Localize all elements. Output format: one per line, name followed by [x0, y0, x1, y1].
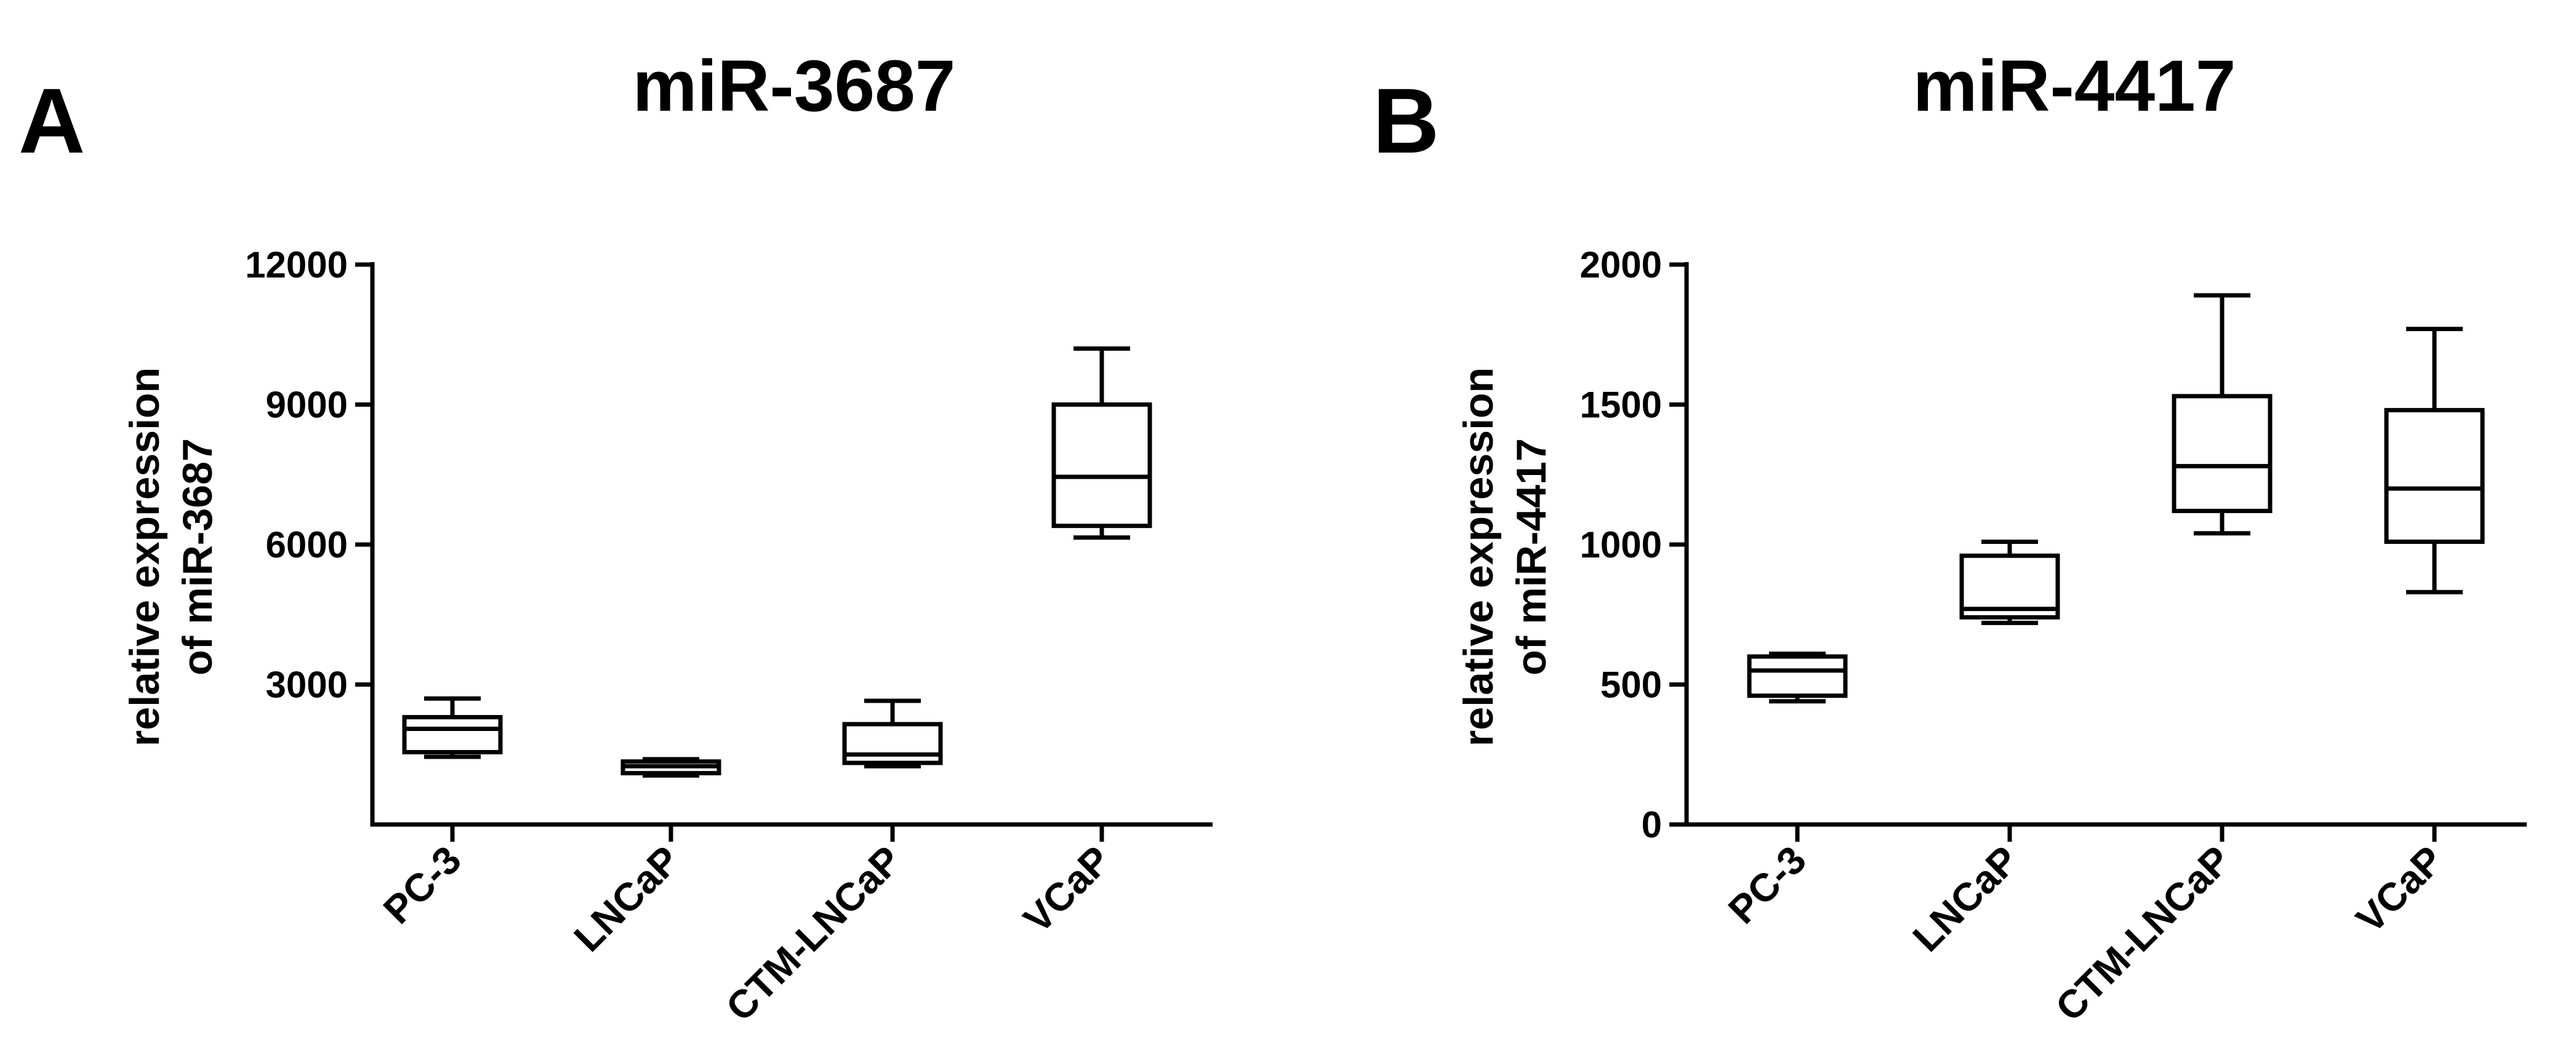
box-ctm-lncap	[2172, 293, 2273, 536]
y-tick-label: 500	[1600, 665, 1662, 706]
x-category-label: CTM-LNCaP	[2047, 837, 2239, 1029]
chart-panel-b: B miR-4417 relative expression of miR-44…	[1373, 46, 2527, 1029]
x-category-label: CTM-LNCaP	[718, 837, 910, 1029]
y-tick-label: 6000	[266, 524, 348, 565]
panel-letter-a: A	[18, 69, 85, 172]
x-category-label: LNCaP	[566, 837, 688, 960]
y-axis-label-a-line2: of miR-3687	[174, 438, 221, 675]
plot-area-b: 0 500 1000 1500 2000 PC-3 LNCaP CTM-LNCaP VCaP	[1580, 244, 2527, 1029]
box-ctm-lncap	[842, 698, 943, 769]
y-tick-label: 12000	[245, 244, 348, 285]
box-pc-3	[402, 696, 503, 759]
y-tick-label: 2000	[1580, 244, 1662, 285]
y-tick-label: 9000	[266, 385, 348, 426]
iqr-box	[1747, 654, 1848, 698]
x-category-label: PC-3	[1720, 837, 1815, 932]
y-tick-label: 1000	[1580, 524, 1662, 565]
iqr-box	[402, 715, 503, 754]
chart-panel-a: A miR-3687 relative expression of miR-36…	[18, 46, 1213, 1029]
plot-area-a: 3000 6000 9000 12000 PC-3 LNCaP CTM-LNCaP VCaP	[245, 244, 1213, 1029]
y-tick-label: 0	[1642, 804, 1662, 845]
x-category-label: VCaP	[1015, 837, 1119, 941]
y-axis-label-a-line1: relative expression	[121, 367, 168, 746]
box-vcap	[1051, 346, 1152, 540]
x-category-label: VCaP	[2348, 837, 2452, 941]
panel-letter-b: B	[1373, 69, 1439, 172]
box-lncap	[620, 757, 721, 778]
y-axis-label-b-line2: of miR-4417	[1508, 438, 1555, 675]
iqr-box	[2384, 408, 2485, 544]
y-tick-label: 3000	[266, 665, 348, 706]
box-pc-3	[1747, 651, 1848, 704]
chart-title-a: miR-3687	[633, 46, 956, 127]
iqr-box	[842, 722, 943, 765]
chart-title-b: miR-4417	[1913, 46, 2236, 127]
iqr-box	[2172, 394, 2273, 513]
iqr-box	[1051, 402, 1152, 529]
box-vcap	[2384, 327, 2485, 594]
x-category-label: PC-3	[375, 837, 470, 932]
y-axis-label-b-line1: relative expression	[1455, 367, 1502, 746]
x-category-label: LNCaP	[1904, 837, 2027, 960]
y-tick-label: 1500	[1580, 385, 1662, 426]
box-lncap	[1959, 539, 2060, 625]
